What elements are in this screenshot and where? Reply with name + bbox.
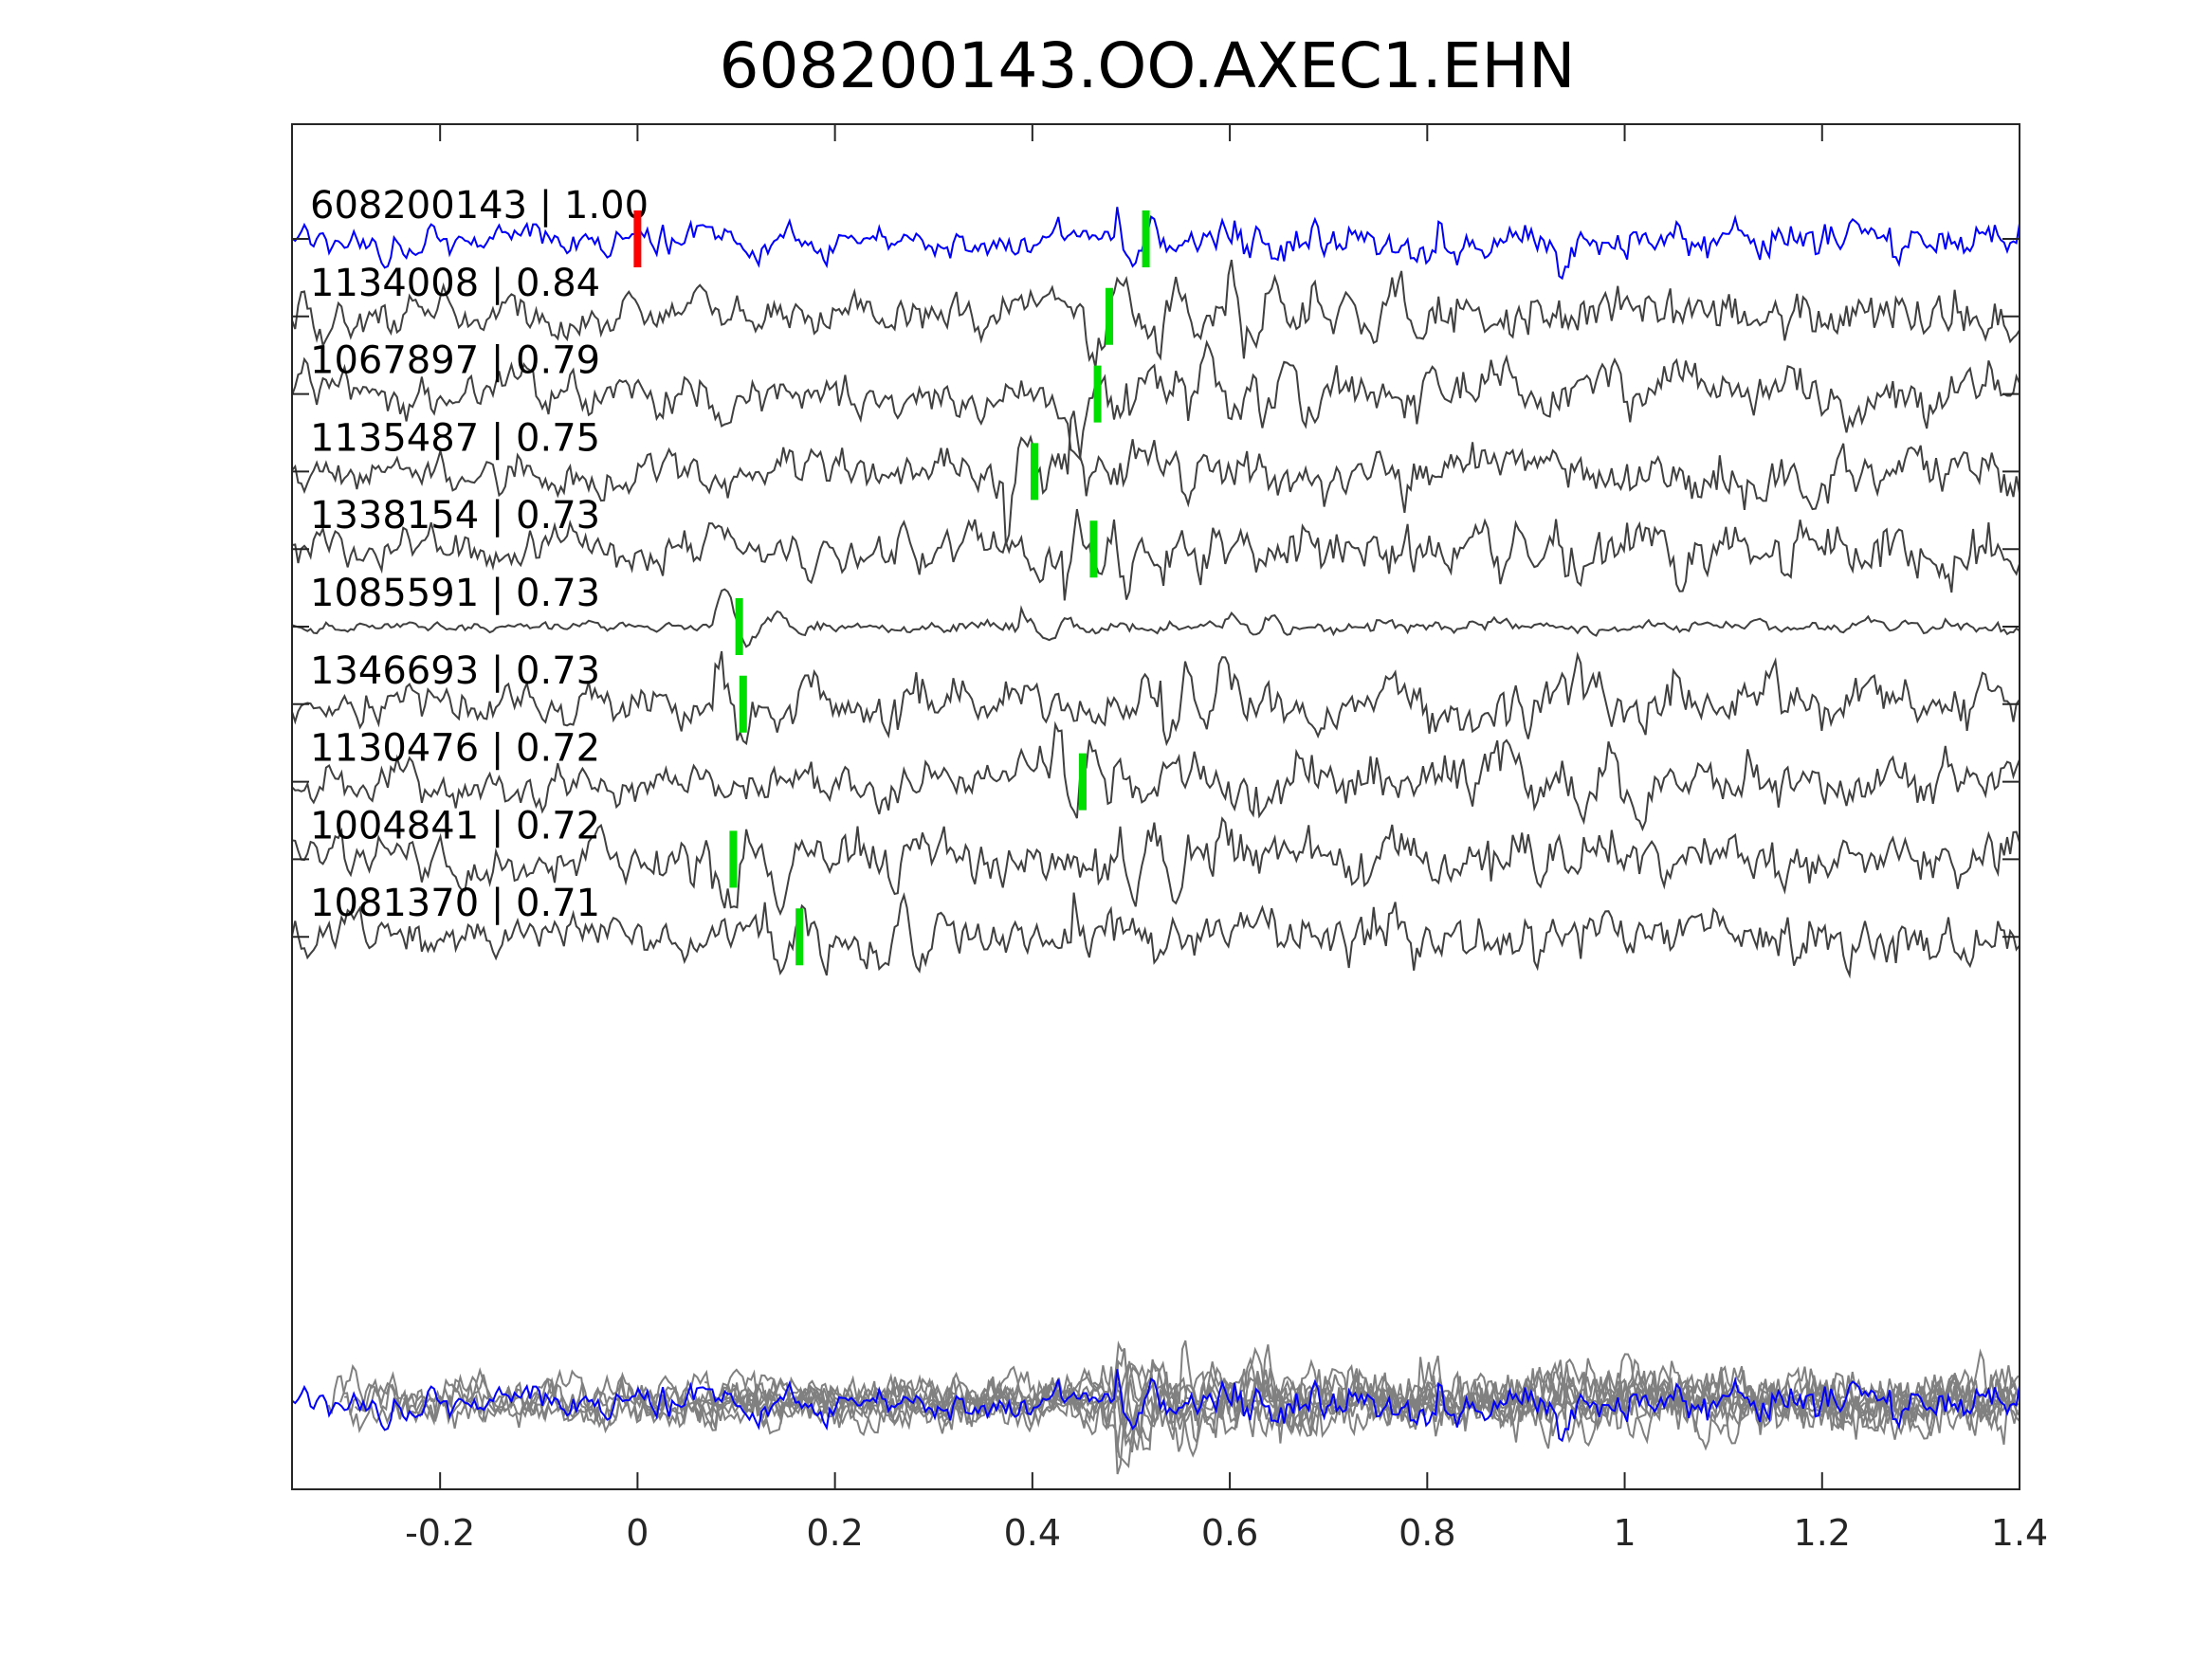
trace-line-1081370	[291, 891, 2020, 979]
trace-line-1085591	[291, 588, 2020, 648]
x-tick-label: 1	[1613, 1512, 1636, 1554]
chart-title: 608200143.OO.AXEC1.EHN	[720, 29, 1576, 102]
trace-label-1004841: 1004841 | 0.72	[310, 804, 600, 848]
trace-label-1135487: 1135487 | 0.75	[310, 416, 600, 460]
trace-line-1346693	[291, 650, 2020, 747]
trace-label-1130476: 1130476 | 0.72	[310, 727, 600, 771]
trace-label-1134008: 1134008 | 0.84	[310, 262, 600, 305]
trace-line-1067897	[291, 339, 2020, 462]
trace-label-608200143: 608200143 | 1.00	[310, 184, 649, 228]
stack-line-608200143	[291, 1369, 2020, 1443]
x-tick-label: 0.8	[1398, 1512, 1455, 1554]
trace-label-1085591: 1085591 | 0.73	[310, 572, 600, 615]
trace-line-1134008	[291, 259, 2020, 368]
trace-label-1067897: 1067897 | 0.79	[310, 339, 600, 383]
axes-frame	[291, 123, 2020, 1490]
x-axis-ticks: -0.2 0 0.2 0.4 0.6 0.8 1 1.2 1.4	[292, 124, 2048, 1554]
x-tick-label: -0.2	[405, 1512, 475, 1554]
trace-line-1004841	[291, 816, 2020, 917]
x-tick-label: 1.4	[1991, 1512, 2048, 1554]
trace-line-1338154	[291, 508, 2020, 601]
aligned-stack	[291, 1340, 2020, 1475]
x-tick-label: 0.4	[1004, 1512, 1061, 1554]
x-tick-label: 0.6	[1201, 1512, 1258, 1554]
x-tick-label: 1.2	[1794, 1512, 1851, 1554]
trace-line-1135487	[291, 410, 2020, 545]
trace-label-1346693: 1346693 | 0.73	[310, 649, 600, 693]
trace-label-1081370: 1081370 | 0.71	[310, 882, 600, 925]
trace-label-1338154: 1338154 | 0.73	[310, 494, 600, 538]
x-tick-label: 0	[626, 1512, 649, 1554]
stack-line-1067897	[339, 1346, 2020, 1468]
x-tick-label: 0.2	[806, 1512, 863, 1554]
trace-line-608200143	[291, 207, 2020, 281]
trace-line-1130476	[291, 720, 2020, 832]
plot-content: 608200143 | 1.00 1134008 | 0.84 1067897 | …	[291, 184, 2020, 1475]
